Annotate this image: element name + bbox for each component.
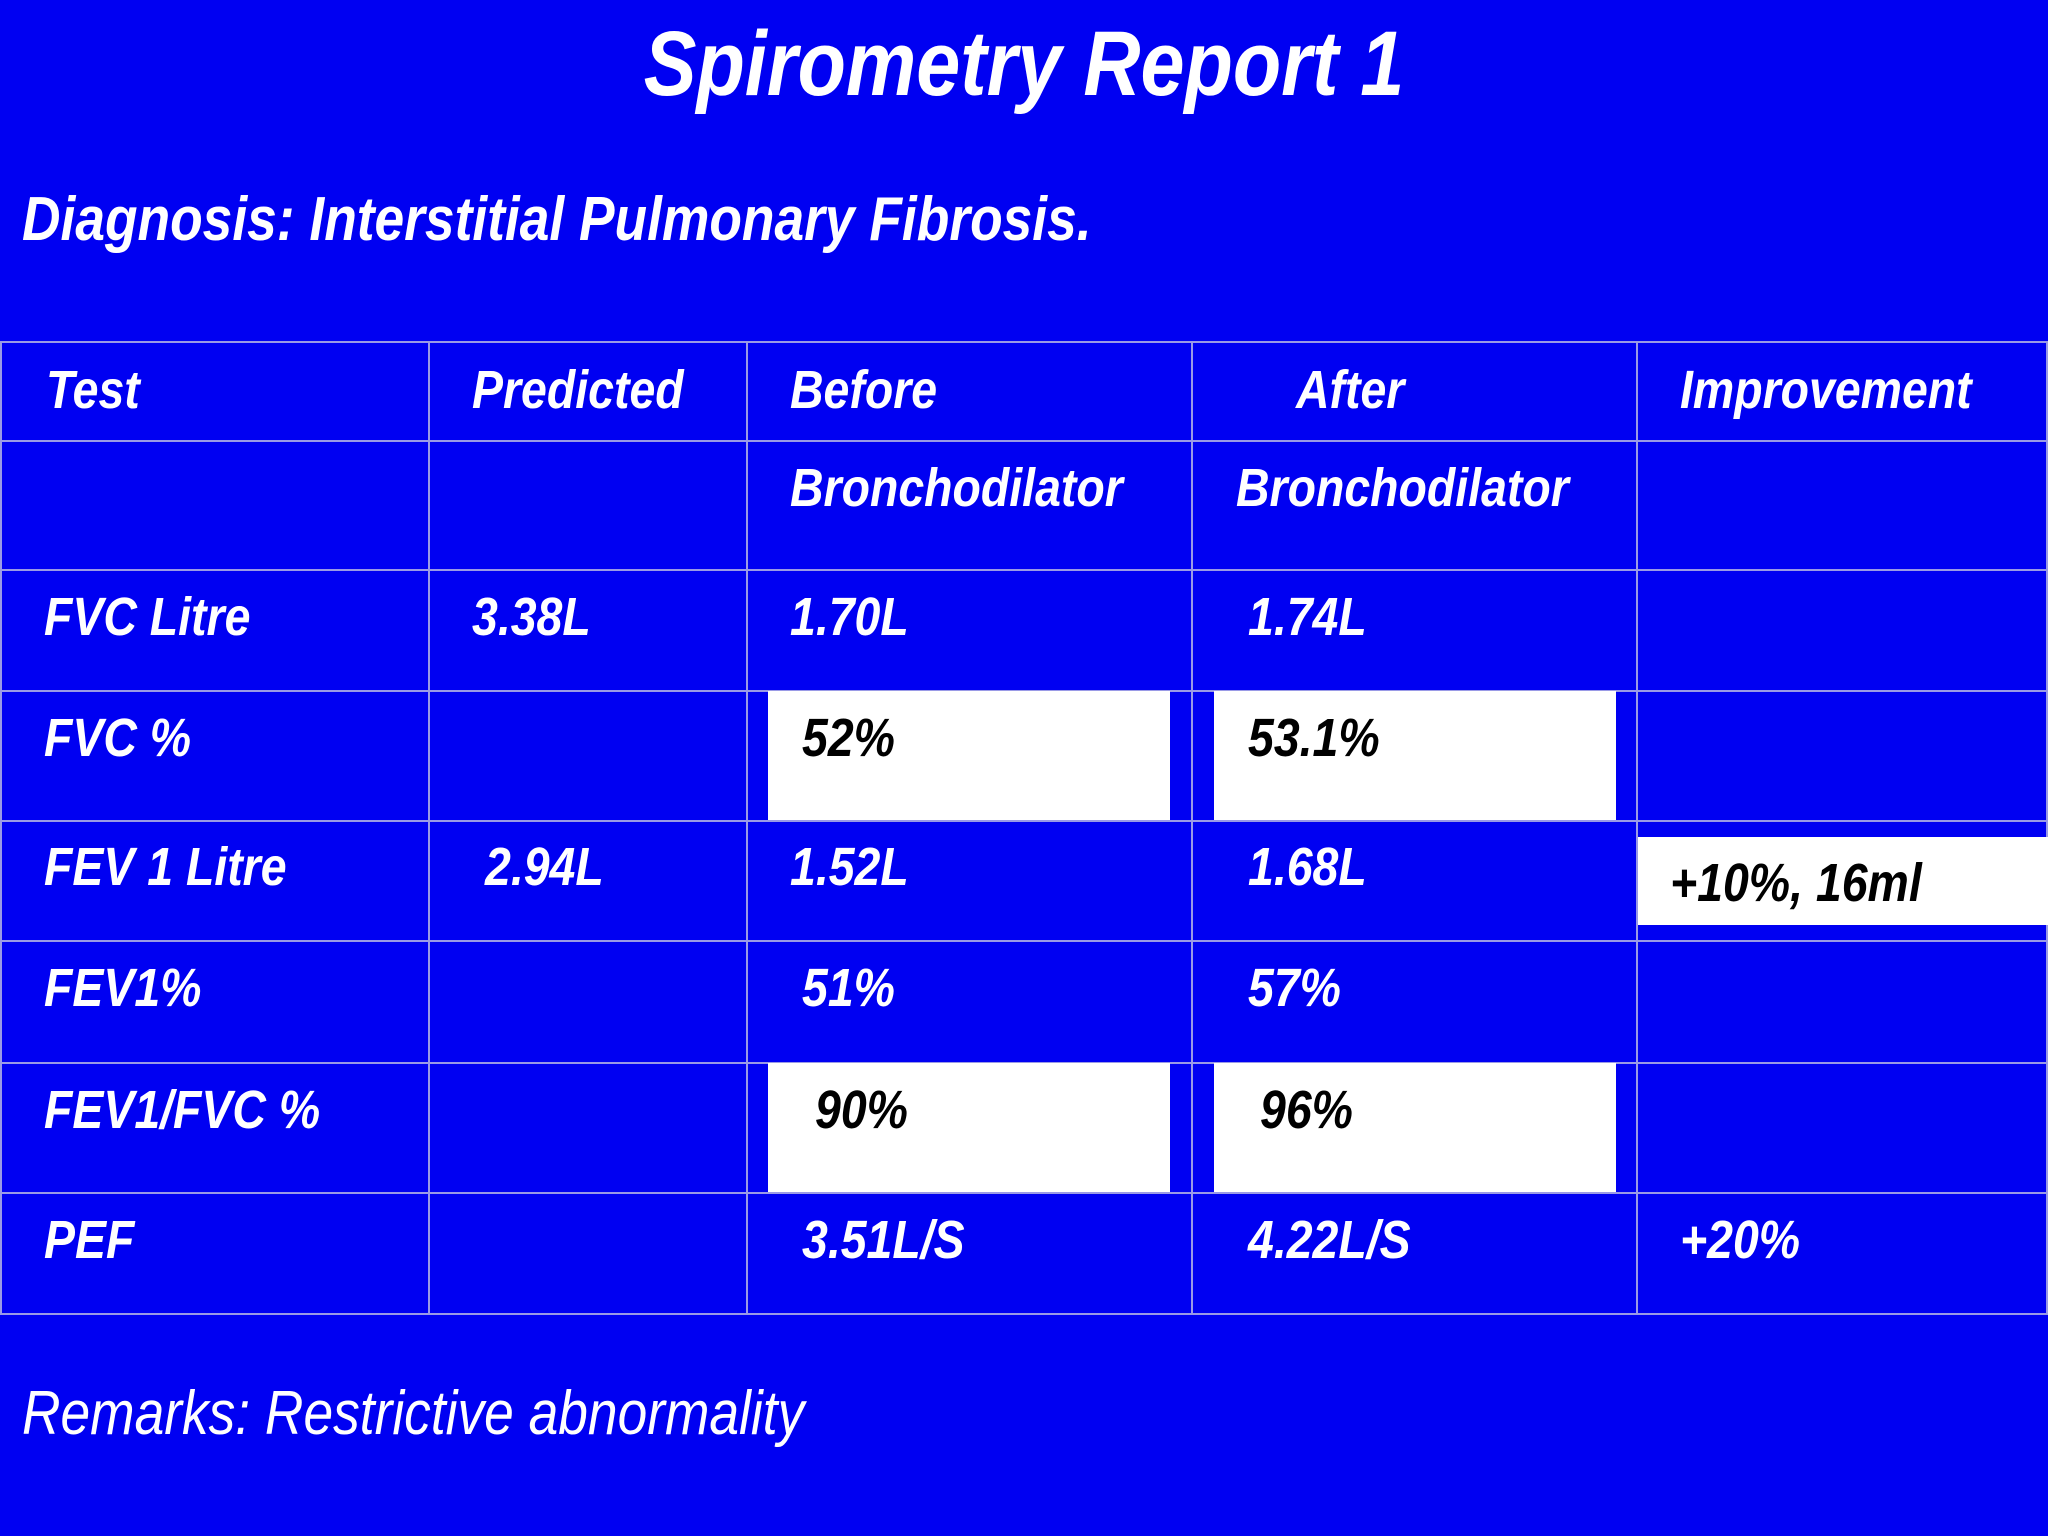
table-column-divider [1191,341,1193,1315]
page-title: Spirometry Report 1 [643,13,1405,115]
row-fvc-pct-test: FVC % [44,708,192,768]
row-fev1-pct-before: 51% [802,958,895,1018]
header-before-sub: Bronchodilator [790,458,1123,518]
table-row-divider [0,569,2048,571]
table-border-bottom [0,1313,2048,1315]
row-pef-improvement: +20% [1680,1210,1801,1270]
highlight-box-fev1fvc-before [768,1063,1170,1192]
header-predicted: Predicted [472,360,684,420]
row-fvc-pct-before: 52% [802,708,895,768]
header-improvement: Improvement [1680,360,1972,420]
table-column-divider [1636,341,1638,1315]
table-row-divider [0,1192,2048,1194]
table-row-divider [0,940,2048,942]
diagnosis-text: Diagnosis: Interstitial Pulmonary Fibros… [22,185,1092,254]
highlight-box-fev1fvc-after [1214,1063,1616,1192]
header-before: Before [790,360,938,420]
row-fev1-pct-test: FEV1% [44,958,202,1018]
highlight-box-fev1-improvement [1638,837,2048,925]
remarks-text: Remarks: Restrictive abnormality [22,1379,805,1448]
row-fev1-fvc-test: FEV1/FVC % [44,1080,321,1140]
row-fev1-fvc-before: 90% [815,1080,908,1140]
header-test: Test [46,360,140,420]
row-fvc-pct-after: 53.1% [1248,708,1380,768]
row-pef-test: PEF [44,1210,135,1270]
row-fev1-pct-after: 57% [1248,958,1341,1018]
header-after: After [1296,360,1405,420]
row-fvc-litre-test: FVC Litre [44,587,251,647]
table-row-divider [0,820,2048,822]
row-pef-before: 3.51L/S [802,1210,965,1270]
row-fvc-litre-before: 1.70L [790,587,909,647]
row-fev1-litre-after: 1.68L [1248,837,1367,897]
table-border-left [0,341,2,1315]
highlight-box-fvc-pct-before [768,691,1170,820]
row-fev1-fvc-after: 96% [1260,1080,1353,1140]
row-fvc-litre-predicted: 3.38L [472,587,591,647]
row-fev1-litre-before: 1.52L [790,837,909,897]
table-column-divider [746,341,748,1315]
table-border-top [0,341,2048,343]
row-fev1-litre-improvement: +10%, 16ml [1670,853,1922,913]
table-row-divider [0,440,2048,442]
row-fev1-litre-test: FEV 1 Litre [44,837,287,897]
table-border-right [2046,341,2048,1315]
header-after-sub: Bronchodilator [1236,458,1569,518]
table-column-divider [428,341,430,1315]
highlight-box-fvc-pct-after [1214,691,1616,820]
row-fvc-litre-after: 1.74L [1248,587,1367,647]
row-pef-after: 4.22L/S [1248,1210,1411,1270]
row-fev1-litre-predicted: 2.94L [485,837,604,897]
